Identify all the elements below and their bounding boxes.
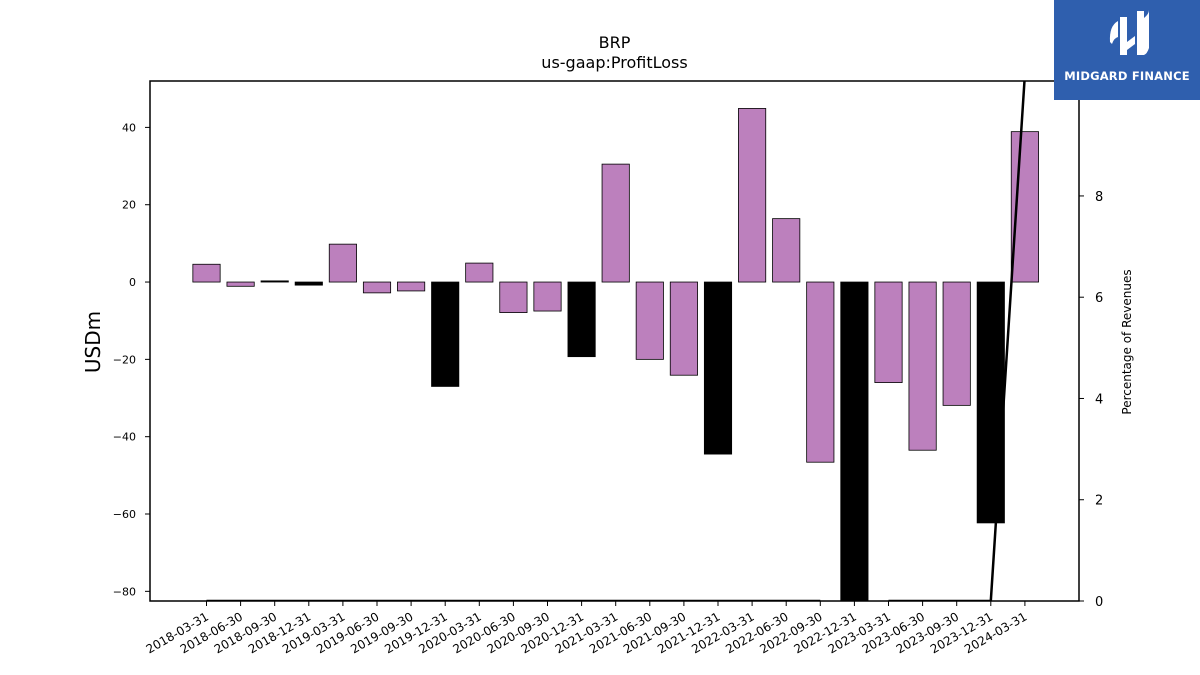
left-axis: −80 −60 −40 −20 0 20 40 (113, 121, 150, 598)
y2-tick-label: 0 (1095, 595, 1103, 610)
y2-tick-label: 6 (1095, 291, 1103, 306)
y2-tick-label: 4 (1095, 392, 1103, 407)
bar-2021-06-30 (635, 281, 664, 360)
bar-2019-09-30 (397, 281, 426, 292)
y-axis-label: USDm (81, 311, 105, 373)
line-layer (206, 81, 1026, 601)
logo-mark-icon (1109, 10, 1149, 55)
chart-subtitle: us-gaap:ProfitLoss (541, 53, 687, 72)
y-tick-label: −60 (113, 508, 136, 521)
bar-2023-12-31 (976, 281, 1005, 524)
bar-2023-06-30 (908, 281, 937, 451)
bar-2020-06-30 (499, 281, 528, 313)
ratio-line-segment-1 (888, 81, 1026, 601)
y-tick-label: 0 (129, 276, 136, 289)
bar-2021-03-31 (601, 163, 630, 283)
x-axis: 2018-03-312018-06-302018-09-302018-12-31… (144, 601, 1029, 656)
bar-2022-12-31 (840, 281, 869, 602)
bar-2018-12-31 (294, 281, 323, 286)
logo-text: MIDGARD FINANCE (1064, 69, 1190, 83)
bars-layer (192, 108, 1039, 602)
y-tick-label: −80 (113, 585, 136, 598)
bar-2023-09-30 (942, 281, 971, 406)
bar-2019-03-31 (328, 243, 357, 283)
y2-tick-label: 8 (1095, 190, 1103, 205)
y-tick-label: −20 (113, 353, 136, 366)
y2-axis-label: Percentage of Revenues (1120, 269, 1134, 414)
chart-title: BRP (599, 33, 631, 52)
y-tick-label: 20 (122, 199, 136, 212)
bar-2020-09-30 (533, 281, 562, 312)
bar-2022-06-30 (772, 218, 801, 283)
brand-logo: MIDGARD FINANCE (1054, 0, 1200, 100)
bar-2022-03-31 (738, 108, 767, 283)
bar-2022-09-30 (806, 281, 835, 463)
bar-2018-06-30 (226, 281, 255, 287)
bar-2021-12-31 (703, 281, 733, 455)
bar-2018-03-31 (192, 263, 221, 283)
y-tick-label: 40 (122, 121, 136, 134)
bar-2019-06-30 (362, 281, 392, 294)
bar-2018-09-30 (260, 280, 289, 283)
plot-frame (149, 80, 1080, 602)
bar-2019-12-31 (431, 281, 460, 387)
y2-tick-label: 2 (1095, 494, 1103, 509)
bar-2020-03-31 (465, 262, 494, 283)
bar-2023-03-31 (874, 281, 903, 383)
bar-2021-09-30 (669, 281, 698, 376)
bar-2020-12-31 (567, 281, 596, 358)
y-tick-label: −40 (113, 431, 136, 444)
right-axis: 0 2 4 6 8 (1079, 190, 1103, 610)
